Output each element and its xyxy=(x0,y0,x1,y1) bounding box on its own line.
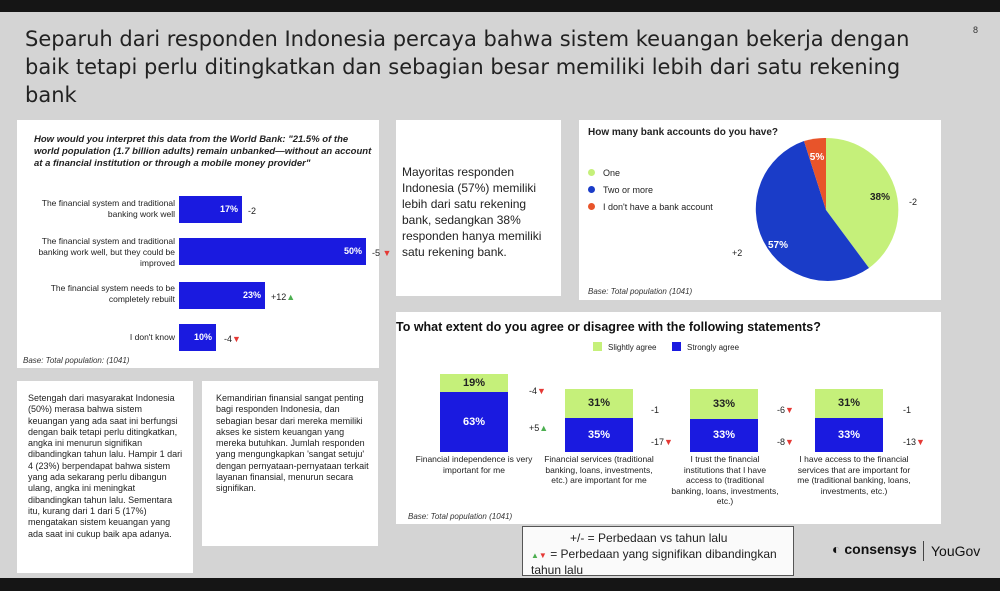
agree-seg-slight-1: 19% xyxy=(440,374,508,392)
agree-seg-strong-4: 33% xyxy=(815,418,883,452)
sig-down-icon: ▼ xyxy=(785,437,794,447)
summary-text: Mayoritas responden Indonesia (57%) memi… xyxy=(402,165,542,259)
accounts-base: Base: Total population (1041) xyxy=(588,287,693,296)
agree-statement-2: Financial services (traditional banking,… xyxy=(544,454,654,485)
agree-delta-strong-4: -13▼ xyxy=(903,437,925,447)
agree-delta-strong-1: +5▲ xyxy=(529,423,549,433)
page-title: Separuh dari responden Indonesia percaya… xyxy=(25,27,910,107)
pie-slice-two-or-more xyxy=(755,141,869,281)
consensys-logo: ◐ consensys xyxy=(832,541,917,557)
wb-bar-value-2: 50% xyxy=(343,246,362,256)
agree-delta-strong-3: -8▼ xyxy=(777,437,794,447)
wb-bar-4: 10% xyxy=(179,324,216,351)
sig-up-icon: ▲ xyxy=(531,551,539,560)
summary-card xyxy=(396,120,561,296)
wb-delta-1: -2 xyxy=(248,206,257,216)
legend-two-or-more: Two or more xyxy=(588,185,653,195)
consensys-mark-icon: ◐ xyxy=(832,541,841,557)
top-bar xyxy=(0,0,1000,12)
agree-delta-slight-4: -1 xyxy=(903,405,912,415)
agree-base: Base: Total population (1041) xyxy=(408,512,513,521)
legend-no-account: I don't have a bank account xyxy=(588,202,713,212)
agree-statement-3: I trust the financial institutions that … xyxy=(671,454,779,506)
agree-seg-slight-3: 33% xyxy=(690,389,758,419)
legend-line-1: +/- = Perbedaan vs tahun lalu xyxy=(570,531,728,545)
agree-seg-slight-2: 31% xyxy=(565,389,633,418)
slightly-agree-swatch xyxy=(593,342,602,351)
wb-delta-2: -5 ▼ xyxy=(372,248,392,258)
pie-slice-no-account xyxy=(804,137,826,210)
wb-delta-3: +12▲ xyxy=(271,292,296,302)
wb-bar-label-3: The financial system needs to be complet… xyxy=(50,283,175,304)
worldbank-base: Base: Total population: (1041) xyxy=(23,356,130,365)
middle-note-text: Kemandirian finansial sangat penting bag… xyxy=(216,393,369,494)
wb-bar-2: 50% xyxy=(179,238,366,265)
pie-slice-one xyxy=(826,137,899,268)
left-note-card xyxy=(17,381,193,573)
agree-delta-slight-1: -4▼ xyxy=(529,386,546,396)
pie-delta-two: +2 xyxy=(732,248,743,258)
legend-line-2: ▲▼ = Perbedaan yang signifikan dibanding… xyxy=(531,547,777,577)
agree-stack-3: 33% 33% xyxy=(690,389,758,452)
significance-legend: +/- = Perbedaan vs tahun lalu ▲▼ = Perbe… xyxy=(522,526,794,577)
sig-down-icon: ▼ xyxy=(785,405,794,415)
wb-bar-label-4: I don't know xyxy=(129,332,175,342)
yougov-logo: YouGov xyxy=(931,543,981,559)
pie-label-one: 38% xyxy=(870,192,890,203)
agree-stack-4: 31% 33% xyxy=(815,389,883,452)
wb-bar-label-1: The financial system and traditional ban… xyxy=(41,198,175,219)
legend-one: One xyxy=(588,168,620,178)
accounts-title: How many bank accounts do you have? xyxy=(588,127,779,138)
agree-seg-slight-4: 31% xyxy=(815,389,883,418)
pie-label-two: 57% xyxy=(768,240,788,251)
legend-one-swatch xyxy=(588,169,595,176)
sig-down-icon: ▼ xyxy=(664,437,673,447)
strongly-agree-swatch xyxy=(672,342,681,351)
wb-bar-1: 17% xyxy=(179,196,242,223)
agree-stack-1: 19% 63% xyxy=(440,374,508,452)
agree-seg-strong-3: 33% xyxy=(690,419,758,452)
agree-statement-4: I have access to the financial services … xyxy=(797,454,911,496)
legend-two-swatch xyxy=(588,186,595,193)
wb-bar-3: 23% xyxy=(179,282,265,309)
bottom-bar xyxy=(0,578,1000,591)
sig-up-icon: ▲ xyxy=(539,423,549,433)
agree-delta-slight-3: -6▼ xyxy=(777,405,794,415)
agree-seg-strong-2: 35% xyxy=(565,418,633,452)
middle-note-card xyxy=(202,381,378,546)
legend-slightly-agree: Slightly agree xyxy=(593,342,656,352)
wb-bar-value-3: 23% xyxy=(242,290,261,300)
pie-delta-one: -2 xyxy=(909,197,918,207)
agree-statement-1: Financial independence is very important… xyxy=(415,454,533,475)
sig-down-icon: ▼ xyxy=(232,334,241,344)
sig-down-icon: ▼ xyxy=(537,386,546,396)
wb-bar-value-1: 17% xyxy=(219,204,238,214)
logo-divider xyxy=(923,541,924,561)
sig-down-icon: ▼ xyxy=(382,248,392,258)
legend-none-swatch xyxy=(588,203,595,210)
agree-stack-2: 31% 35% xyxy=(565,389,633,452)
agree-title: To what extent do you agree or disagree … xyxy=(396,320,821,334)
wb-bar-value-4: 10% xyxy=(193,332,212,342)
sig-down-icon: ▼ xyxy=(538,551,547,560)
wb-delta-4: -4▼ xyxy=(224,334,241,344)
accounts-pie-chart: 38% 57% 5% xyxy=(755,137,899,281)
sig-up-icon: ▲ xyxy=(286,292,296,302)
worldbank-question: How would you interpret this data from t… xyxy=(34,134,372,169)
agree-delta-slight-2: -1 xyxy=(651,405,660,415)
sig-down-icon: ▼ xyxy=(916,437,925,447)
left-note-text: Setengah dari masyarakat Indonesia (50%)… xyxy=(28,393,183,539)
pie-label-none: 5% xyxy=(810,152,825,163)
wb-bar-label-2: The financial system and traditional ban… xyxy=(38,236,175,268)
agree-seg-strong-1: 63% xyxy=(440,392,508,452)
legend-strongly-agree: Strongly agree xyxy=(672,342,739,352)
agree-delta-strong-2: -17▼ xyxy=(651,437,673,447)
page-number: 8 xyxy=(973,25,979,35)
